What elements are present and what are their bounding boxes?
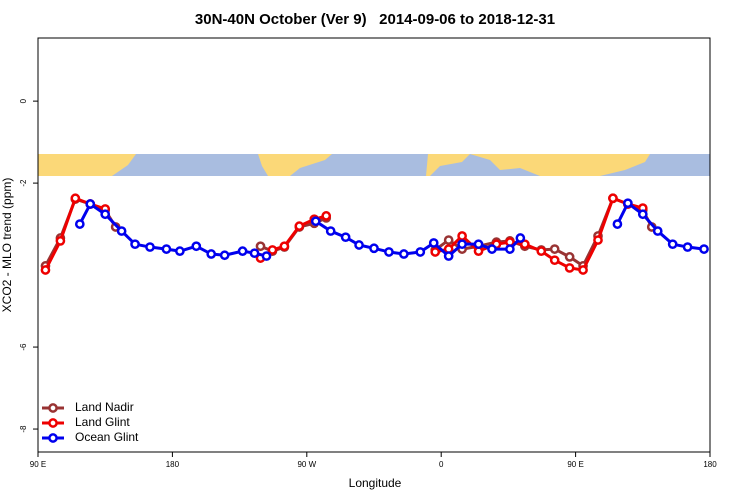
data-point xyxy=(623,198,633,209)
data-point xyxy=(267,245,278,255)
data-point xyxy=(515,233,526,243)
data-point xyxy=(369,243,379,254)
data-point xyxy=(161,244,172,254)
data-point xyxy=(145,242,155,252)
x-tick-label: 90 E xyxy=(30,460,46,469)
data-point xyxy=(652,226,663,236)
y-tick-label: -2 xyxy=(19,179,28,187)
data-point xyxy=(637,209,648,220)
x-tick-label: 90 E xyxy=(567,460,583,469)
data-point xyxy=(428,238,439,248)
data-point xyxy=(70,193,81,204)
data-point xyxy=(430,247,441,257)
data-point xyxy=(699,244,709,254)
data-point xyxy=(536,246,547,256)
data-point xyxy=(175,246,185,256)
data-point xyxy=(457,231,467,241)
data-point xyxy=(667,239,678,250)
data-point xyxy=(384,247,394,257)
y-tick-label: -6 xyxy=(19,343,28,351)
data-point xyxy=(443,235,454,245)
data-point xyxy=(279,241,290,252)
map-strip xyxy=(38,154,710,176)
legend-label: Land Nadir xyxy=(75,400,134,414)
data-point xyxy=(593,235,603,245)
data-point xyxy=(519,239,530,250)
legend-label: Land Glint xyxy=(75,415,130,429)
data-point xyxy=(206,249,217,259)
data-point xyxy=(354,240,364,250)
legend-marker xyxy=(48,403,58,413)
x-axis-label: Longitude xyxy=(349,476,402,490)
legend-marker xyxy=(48,418,58,428)
data-point xyxy=(249,248,260,259)
plot-frame xyxy=(37,37,711,453)
data-point xyxy=(74,219,85,229)
x-tick-label: 0 xyxy=(439,460,444,469)
data-point xyxy=(294,221,305,231)
data-point xyxy=(399,249,409,259)
data-point xyxy=(321,211,332,221)
series-line xyxy=(44,196,654,268)
data-point xyxy=(612,219,623,229)
data-point xyxy=(55,236,66,246)
data-point xyxy=(564,252,575,262)
data-point xyxy=(325,226,336,236)
data-point xyxy=(130,239,140,250)
x-tick-label: 180 xyxy=(166,460,180,469)
data-point xyxy=(608,193,618,204)
series-line xyxy=(78,201,705,258)
data-point xyxy=(549,244,560,254)
y-axis-label: XCO2 - MLO trend (ppm) xyxy=(0,178,14,313)
data-point xyxy=(237,246,248,256)
data-point xyxy=(40,265,51,275)
y-tick-label: 0 xyxy=(19,98,28,103)
data-point xyxy=(85,199,96,209)
data-point xyxy=(443,251,454,261)
data-point xyxy=(505,244,515,254)
x-tick-label: 90 W xyxy=(297,460,316,469)
legend-marker xyxy=(48,433,58,443)
data-point xyxy=(457,239,467,250)
chart-title: 30N-40N October (Ver 9) 2014-09-06 to 20… xyxy=(195,11,555,28)
data-point xyxy=(116,226,127,236)
data-point xyxy=(564,263,575,273)
data-point xyxy=(487,244,497,254)
data-point xyxy=(578,265,588,275)
data-point xyxy=(415,247,426,257)
data-point xyxy=(219,250,230,261)
data-point xyxy=(191,241,202,252)
data-point xyxy=(255,241,266,252)
data-point xyxy=(310,216,321,227)
data-point xyxy=(473,239,484,250)
data-point xyxy=(100,209,111,220)
y-tick-label: -8 xyxy=(19,425,28,433)
data-point xyxy=(340,232,351,243)
x-tick-label: 180 xyxy=(703,460,717,469)
legend-label: Ocean Glint xyxy=(75,430,139,444)
data-point xyxy=(261,251,272,261)
data-point xyxy=(549,255,560,266)
data-point xyxy=(682,242,693,252)
